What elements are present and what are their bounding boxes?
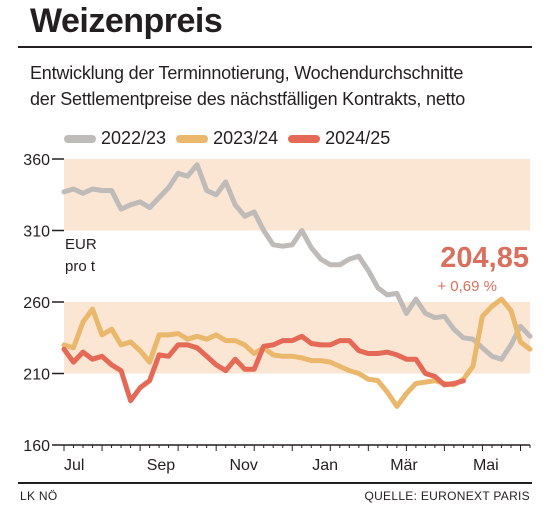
x-tick-label: Sep xyxy=(147,457,176,474)
latest-value-callout: 204,85 xyxy=(440,242,529,274)
legend-label-2022-23: 2022/23 xyxy=(101,128,167,148)
y-tick-label: 160 xyxy=(23,438,50,455)
legend-item-2023-24: 2023/24 xyxy=(176,128,278,149)
x-tick-label: Mär xyxy=(390,457,418,474)
x-tick-label: Jul xyxy=(64,457,84,474)
unit-label-currency: EUR xyxy=(65,236,97,253)
legend-swatch-2022-23 xyxy=(64,134,96,143)
legend-swatch-2023-24 xyxy=(176,134,209,143)
legend-item-2024-25: 2024/25 xyxy=(288,128,390,149)
legend-item-2022-23: 2022/23 xyxy=(64,128,166,149)
x-tick-label: Mai xyxy=(473,457,499,474)
legend-label-2024-25: 2024/25 xyxy=(325,128,391,148)
y-tick-label: 360 xyxy=(23,152,50,169)
chart-subtitle-line-1: Entwicklung der Terminnotierung, Wochend… xyxy=(30,63,464,83)
title-rule xyxy=(18,46,532,48)
chart-title: Weizenpreis xyxy=(30,2,223,40)
price-band-upper xyxy=(64,159,530,231)
chart-subtitle-line-2: der Settlementpreise des nächstfälligen … xyxy=(30,89,466,109)
footer-rule xyxy=(18,482,532,484)
series-line-2024-25 xyxy=(61,333,466,404)
x-tick-label: Jan xyxy=(312,457,338,474)
y-tick-label: 260 xyxy=(23,295,50,312)
unit-label-per-ton: pro t xyxy=(65,258,96,275)
chart-legend: 2022/23 2023/24 2024/25 xyxy=(64,128,400,149)
latest-change-callout: + 0,69 % xyxy=(437,278,497,295)
footer-author: LK NÖ xyxy=(20,489,58,503)
x-tick-label: Nov xyxy=(229,457,257,474)
y-tick-label: 210 xyxy=(23,367,50,384)
legend-swatch-2024-25 xyxy=(288,134,321,143)
footer-source: QUELLE: EURONEXT PARIS xyxy=(364,489,530,503)
y-tick-label: 310 xyxy=(23,224,50,241)
legend-label-2023-24: 2023/24 xyxy=(213,128,279,148)
series-line-2022-23 xyxy=(61,162,533,362)
